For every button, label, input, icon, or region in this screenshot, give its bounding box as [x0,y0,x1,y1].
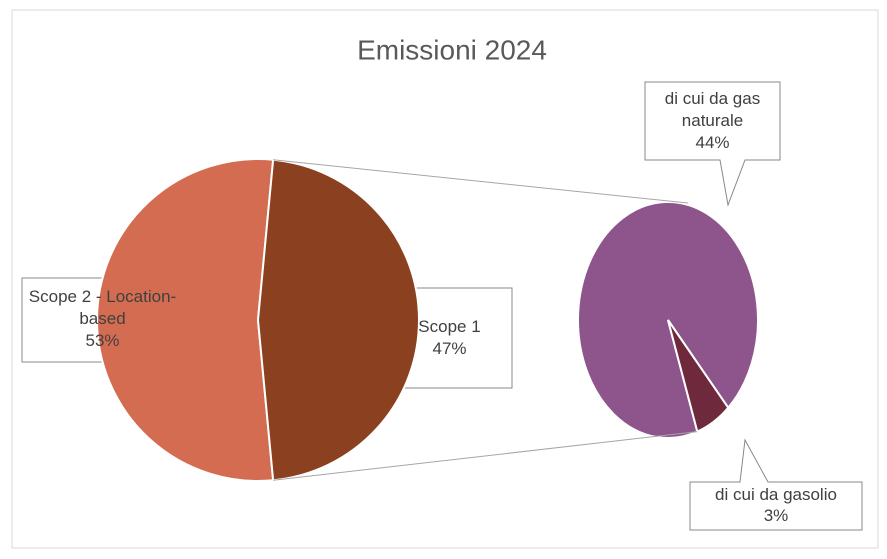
chart-title: Emissioni 2024 [357,34,547,65]
pie-slice [256,158,420,482]
slice-label: Scope 2 - Location-based [28,287,177,328]
slice-value: 53% [85,331,120,350]
slice-label: di cui da gasolio [715,485,837,504]
slice-value: 47% [432,339,467,358]
callout-box [689,438,863,531]
slice-label: di cui da gas naturale [664,89,761,130]
callout-box [644,81,781,207]
connector-line [273,431,698,481]
slice-value: 3% [763,506,789,525]
connector-line [273,159,689,204]
slice-label: Scope 1 [418,317,481,336]
pie-slice [96,158,275,482]
pie-slice [667,319,730,433]
slice-value: 44% [695,133,730,152]
